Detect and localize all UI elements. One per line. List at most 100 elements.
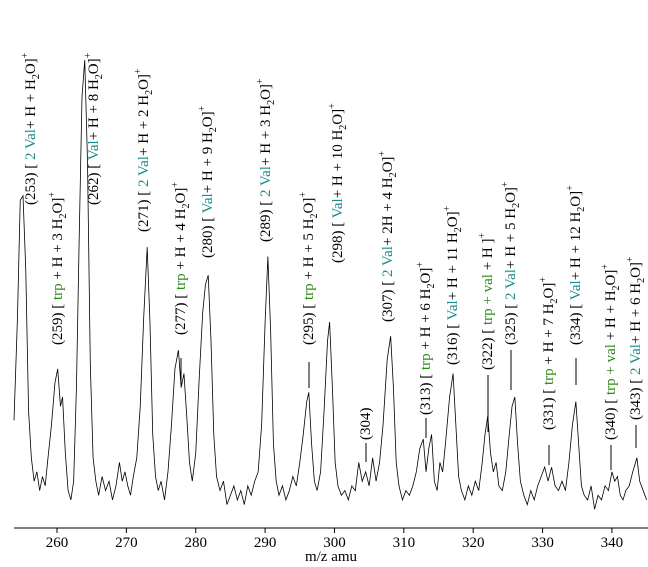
- annotation-part: (295) [: [301, 300, 317, 345]
- annotation-part: 2: [31, 74, 42, 79]
- x-tick-label: 340: [601, 535, 624, 551]
- spectrum-line: [13, 59, 647, 510]
- annotation-part: Val: [200, 193, 216, 213]
- annotation-part: O]: [541, 283, 557, 299]
- annotation-part: O]: [200, 111, 216, 127]
- annotation-part: 2 Val: [23, 129, 39, 160]
- annotation-part: +: [477, 233, 488, 239]
- annotation-part: + H + 4 H: [173, 208, 189, 273]
- annotation-part: trp: [301, 283, 317, 300]
- annotation-part: + H + 8 H: [86, 79, 102, 140]
- annotation-part: O]: [301, 198, 317, 214]
- peak-annotation: (343) [ 2 Val+ H + 6 H2O]+: [625, 256, 647, 420]
- annotation-part: +: [565, 185, 576, 191]
- annotation-part: +: [538, 277, 549, 283]
- annotation-part: 2: [338, 125, 349, 130]
- peak-annotation: (313) [ trp + H + 6 H2O]+: [415, 262, 437, 415]
- annotation-part: O]: [86, 58, 102, 74]
- peak-annotation: (280) [ Val+ H + 9 H2O]+: [197, 105, 219, 258]
- annotation-part: (340) [: [603, 395, 619, 440]
- annotation-part: +: [600, 264, 611, 270]
- annotation-part: + 2H + 4 H: [380, 177, 396, 246]
- annotation-part: (277) [: [173, 290, 189, 335]
- x-tick-label: 290: [254, 535, 277, 551]
- peak-annotation: (334) [ Val+ H + 12 H2O]+: [565, 185, 587, 345]
- peak-annotation: (259) [ trp + H + 3 H2O]+: [47, 192, 69, 345]
- annotation-part: trp: [418, 353, 434, 370]
- annotation-part: 2: [181, 203, 192, 208]
- annotation-part: (280) [: [200, 213, 216, 258]
- annotation-part: O]: [330, 109, 346, 125]
- annotation-part: (325) [: [503, 300, 519, 345]
- annotation-part: + H + 5 H: [301, 218, 317, 283]
- annotation-part: trp + val: [603, 344, 619, 395]
- annotation-part: 2: [453, 227, 464, 232]
- annotation-part: (343) [: [628, 375, 644, 420]
- annotation-part: +: [197, 105, 208, 111]
- annotation-part: +: [298, 192, 309, 198]
- annotation-part: + H + 12 H: [568, 212, 584, 281]
- annotation-part: Val: [445, 300, 461, 320]
- annotation-part: Val: [86, 140, 102, 160]
- annotation-part: + H + 6 H: [628, 283, 644, 344]
- peak-annotation: (253) [ 2 Val+ H + H2O]+: [20, 52, 42, 205]
- annotation-part: (289) [: [258, 197, 274, 242]
- annotation-part: O]: [603, 270, 619, 286]
- annotation-part: + H + 11 H: [445, 232, 461, 300]
- annotation-part: O]: [445, 211, 461, 227]
- annotation-part: (313) [: [418, 370, 434, 415]
- peak-annotation: (307) [ 2 Val+ 2H + 4 H2O]+: [377, 151, 399, 322]
- annotation-part: 2: [636, 278, 647, 283]
- annotation-part: trp + val: [480, 274, 496, 325]
- annotation-part: +: [83, 52, 94, 58]
- peak-annotation: (340) [ trp + val + H + H2O]+: [600, 264, 622, 440]
- peak-annotation: (325) [ 2 Val+ H + 5 H2O]+: [500, 181, 522, 345]
- annotation-part: 2: [576, 207, 587, 212]
- annotation-part: + H + 3 H: [50, 218, 66, 283]
- annotation-part: trp: [50, 283, 66, 300]
- annotation-part: O]: [628, 262, 644, 278]
- annotation-part: +: [170, 182, 181, 188]
- annotation-part: 2: [58, 213, 69, 218]
- annotation-part: O]: [258, 84, 274, 100]
- annotation-part: 2 Val: [136, 156, 152, 187]
- x-tick-label: 260: [46, 535, 69, 551]
- peak-annotation: (298) [ Val+ H + 10 H2O]+: [327, 103, 349, 263]
- annotation-part: +: [442, 205, 453, 211]
- annotation-part: Val: [330, 198, 346, 218]
- annotation-part: +: [500, 181, 511, 187]
- annotation-part: 2: [426, 283, 437, 288]
- peak-annotation: (289) [ 2 Val+ H + 3 H2O]+: [255, 78, 277, 242]
- annotation-part: 2: [208, 127, 219, 132]
- x-tick-label: 280: [184, 535, 207, 551]
- annotation-part: 2: [611, 285, 622, 290]
- annotation-part: +: [20, 52, 31, 58]
- annotation-part: + H + H: [23, 79, 39, 129]
- annotation-part: 2: [94, 74, 105, 79]
- annotation-part: +: [47, 192, 58, 198]
- peak-annotation: (295) [ trp + H + 5 H2O]+: [298, 192, 320, 345]
- annotation-part: 2 Val: [503, 269, 519, 300]
- annotation-part: O]: [136, 74, 152, 90]
- x-tick-label: 270: [115, 535, 138, 551]
- annotation-part: O]: [503, 187, 519, 203]
- annotation-part: trp: [541, 368, 557, 385]
- x-tick-label: 300: [323, 535, 346, 551]
- annotation-part: (298) [: [330, 218, 346, 263]
- annotation-part: +: [133, 68, 144, 74]
- annotation-part: (316) [: [445, 320, 461, 365]
- annotation-part: (331) [: [541, 385, 557, 430]
- peak-annotation: (277) [ trp + H + 4 H2O]+: [170, 182, 192, 335]
- annotation-part: O]: [380, 157, 396, 173]
- peak-annotation: (316) [ Val+ H + 11 H2O]+: [442, 205, 464, 365]
- annotation-part: + H + 7 H: [541, 303, 557, 368]
- annotation-part: trp: [173, 273, 189, 290]
- annotation-part: O]: [173, 188, 189, 204]
- x-tick-label: 330: [531, 535, 554, 551]
- annotation-part: +: [377, 151, 388, 157]
- annotation-part: +: [327, 103, 338, 109]
- annotation-part: (304): [358, 408, 374, 441]
- annotation-part: +: [415, 262, 426, 268]
- annotation-part: 2 Val: [380, 246, 396, 277]
